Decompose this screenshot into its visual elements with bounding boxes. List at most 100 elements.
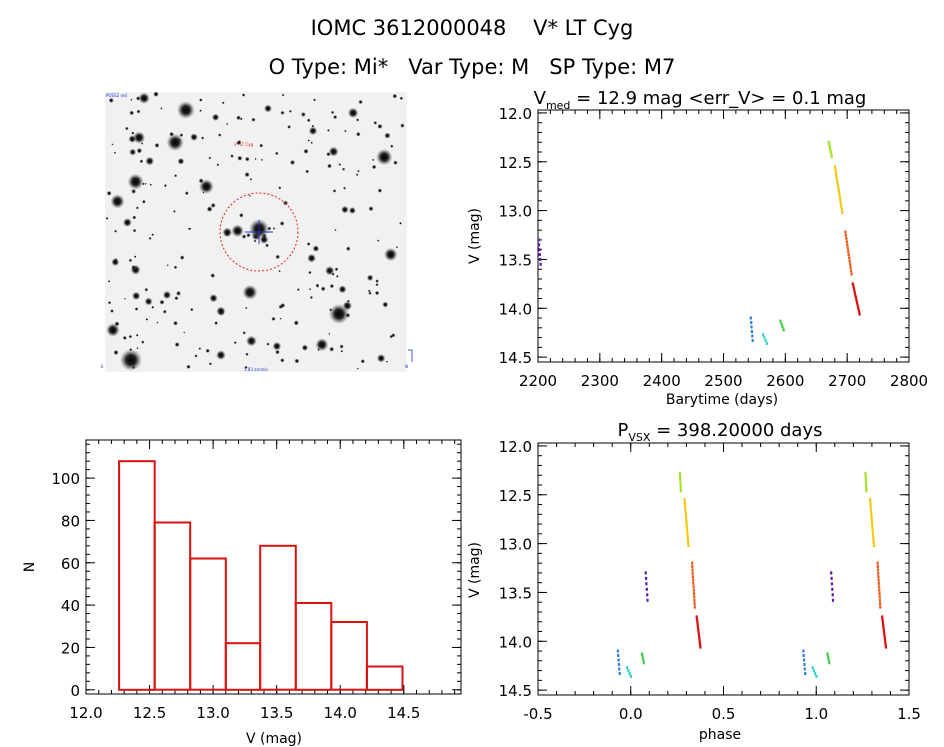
- finder-star: [222, 227, 233, 238]
- phased-point-cyan: [628, 672, 631, 675]
- finder-star: [106, 323, 120, 337]
- finder-star: [199, 109, 202, 112]
- lightcurve-point-blue: [750, 325, 753, 329]
- phased-point-green: [641, 655, 644, 659]
- finder-star: [141, 340, 145, 344]
- finder-star: [135, 206, 139, 210]
- object-title: IOMC 3612000048 V* LT Cyg: [310, 16, 634, 40]
- lightcurve-point-yellowgreen: [829, 151, 832, 155]
- finder-star: [236, 140, 242, 146]
- phased-ytick-label: 13.5: [499, 584, 532, 602]
- phased-point-green: [827, 658, 830, 662]
- finder-star: [151, 233, 155, 237]
- finder-star: [309, 295, 313, 300]
- lightcurve-point-green: [780, 322, 783, 326]
- phased-point-red: [883, 631, 886, 635]
- finder-star: [376, 354, 386, 363]
- phased-xtick-label: -0.5: [523, 705, 552, 723]
- finder-star: [176, 290, 181, 296]
- finder-star: [272, 227, 276, 230]
- finder-star: [174, 342, 180, 348]
- finder-star: [156, 321, 159, 324]
- histogram-bar: [189, 557, 227, 691]
- finder-star: [248, 194, 251, 197]
- lightcurve-xtick-label: 2300: [581, 372, 619, 390]
- finder-star: [260, 158, 263, 161]
- phased-point-red: [884, 645, 887, 649]
- finder-star: [173, 210, 176, 213]
- phased-point-gold: [685, 525, 688, 529]
- finder-star: [179, 255, 185, 260]
- finder-star: [174, 296, 179, 301]
- phased-point-red: [881, 617, 884, 621]
- phased-point-red: [696, 624, 699, 628]
- phased-point-orange: [877, 578, 880, 582]
- finder-star: [177, 157, 185, 165]
- finder-star: [325, 266, 335, 276]
- phased-point-gold: [687, 541, 690, 544]
- phased-point-purple: [645, 582, 648, 586]
- finder-star: [375, 279, 379, 283]
- phased-point-purple: [831, 587, 834, 591]
- finder-star: [145, 318, 149, 321]
- phased-point-yellowgreen: [679, 489, 682, 493]
- phased-point-purple: [831, 598, 835, 602]
- finder-star: [329, 346, 335, 352]
- finder-star: [306, 118, 311, 123]
- phased-point-red: [882, 622, 885, 626]
- phased-point-yellowgreen: [865, 484, 868, 488]
- phased-point-blue: [617, 658, 620, 662]
- lightcurve-point-orange: [847, 253, 850, 257]
- finder-star: [159, 299, 165, 305]
- finder-star: [280, 110, 285, 115]
- finder-star: [356, 131, 361, 137]
- finder-star: [308, 288, 312, 291]
- finder-star: [108, 97, 114, 103]
- phased-point-gold: [871, 531, 874, 535]
- finder-star: [303, 148, 309, 154]
- lightcurve-point-red: [857, 308, 860, 311]
- finder-star: [122, 218, 132, 227]
- finder-star: [183, 331, 186, 334]
- finder-star: [151, 305, 155, 309]
- histogram-bar: [224, 642, 262, 691]
- lightcurve-point-gold: [837, 189, 840, 193]
- finder-star: [136, 147, 143, 154]
- histogram-ytick-label: 20: [61, 639, 80, 657]
- finder-star: [259, 143, 264, 148]
- phased-point-orange: [877, 575, 880, 579]
- finder-star: [114, 229, 118, 233]
- finder-star: [231, 224, 244, 238]
- finder-star: [162, 290, 172, 300]
- finder-star: [315, 338, 329, 352]
- lightcurve-title: Vmed = 12.9 mag <err_V> = 0.1 mag: [534, 88, 867, 112]
- lightcurve-point-purple: [539, 262, 542, 266]
- finder-star: [333, 115, 338, 120]
- phased-point-orange: [692, 585, 695, 589]
- finder-star: [129, 110, 135, 116]
- finder-star: [208, 362, 212, 366]
- finder-star: [128, 334, 133, 339]
- finder-star: [384, 132, 391, 139]
- phased-xlabel: phase: [699, 727, 741, 743]
- phased-point-red: [697, 634, 701, 637]
- phased-point-red: [881, 615, 884, 619]
- target-circle: [219, 192, 299, 272]
- lightcurve-point-gold: [838, 192, 841, 196]
- finder-star: [368, 206, 374, 212]
- phased-point-gold: [686, 537, 689, 541]
- lightcurve-point-yellowgreen: [830, 153, 833, 157]
- histogram-xtick-label: 13.5: [260, 704, 293, 722]
- lightcurve-point-cyan: [762, 333, 765, 337]
- phased-point-yellowgreen: [864, 471, 867, 475]
- lightcurve-ytick-label: 14.5: [499, 349, 532, 367]
- finder-star: [274, 151, 279, 156]
- finder-star: [206, 206, 213, 213]
- finder-star: [329, 304, 349, 324]
- finder-star: [327, 129, 330, 132]
- finder-star: [251, 117, 256, 122]
- finder-star: [174, 174, 178, 178]
- finder-star: [110, 194, 125, 209]
- lightcurve-point-yellowgreen: [827, 140, 830, 144]
- finder-star: [237, 155, 243, 161]
